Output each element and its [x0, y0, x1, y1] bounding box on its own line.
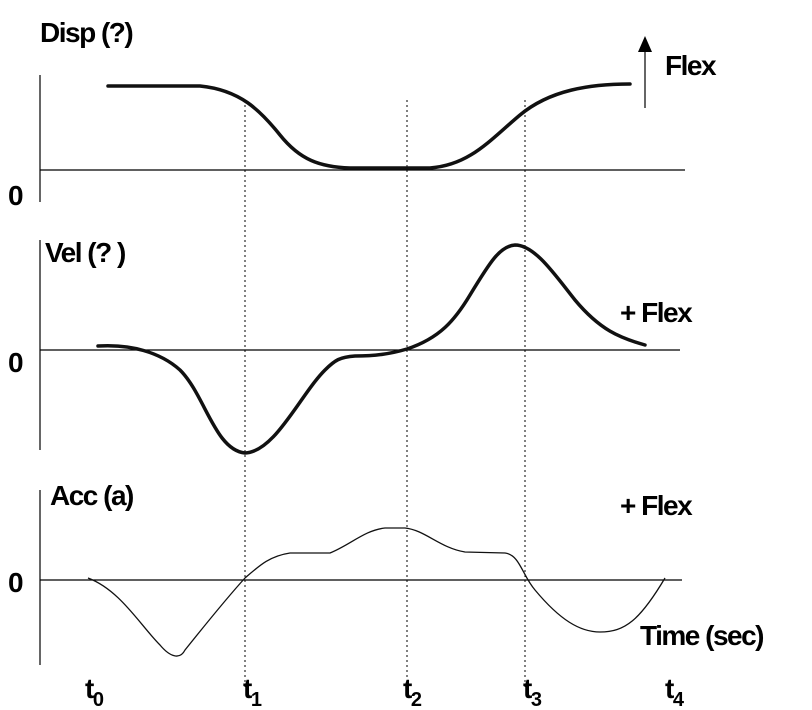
vel-curve	[96, 243, 647, 455]
arrow-head	[638, 36, 652, 52]
zero-label: 0	[8, 180, 23, 211]
acc-curve	[87, 527, 666, 657]
direction-label: + Flex	[620, 297, 693, 328]
zero-label: 0	[8, 567, 23, 598]
time-tick: t0	[85, 673, 104, 710]
panel-label: Vel (? )	[45, 237, 125, 268]
disp-curve	[106, 82, 632, 170]
time-tick: t3	[523, 673, 542, 710]
time-tick: t2	[403, 673, 422, 710]
panel-label: Acc (a)	[50, 480, 133, 511]
time-tick: t4	[665, 673, 685, 710]
panel-label: Disp (?)	[40, 17, 132, 48]
direction-label: + Flex	[620, 490, 693, 521]
time-tick: t1	[243, 673, 262, 710]
time-label: Time (sec)	[640, 620, 763, 651]
direction-label: Flex	[665, 50, 717, 81]
zero-label: 0	[8, 347, 23, 378]
